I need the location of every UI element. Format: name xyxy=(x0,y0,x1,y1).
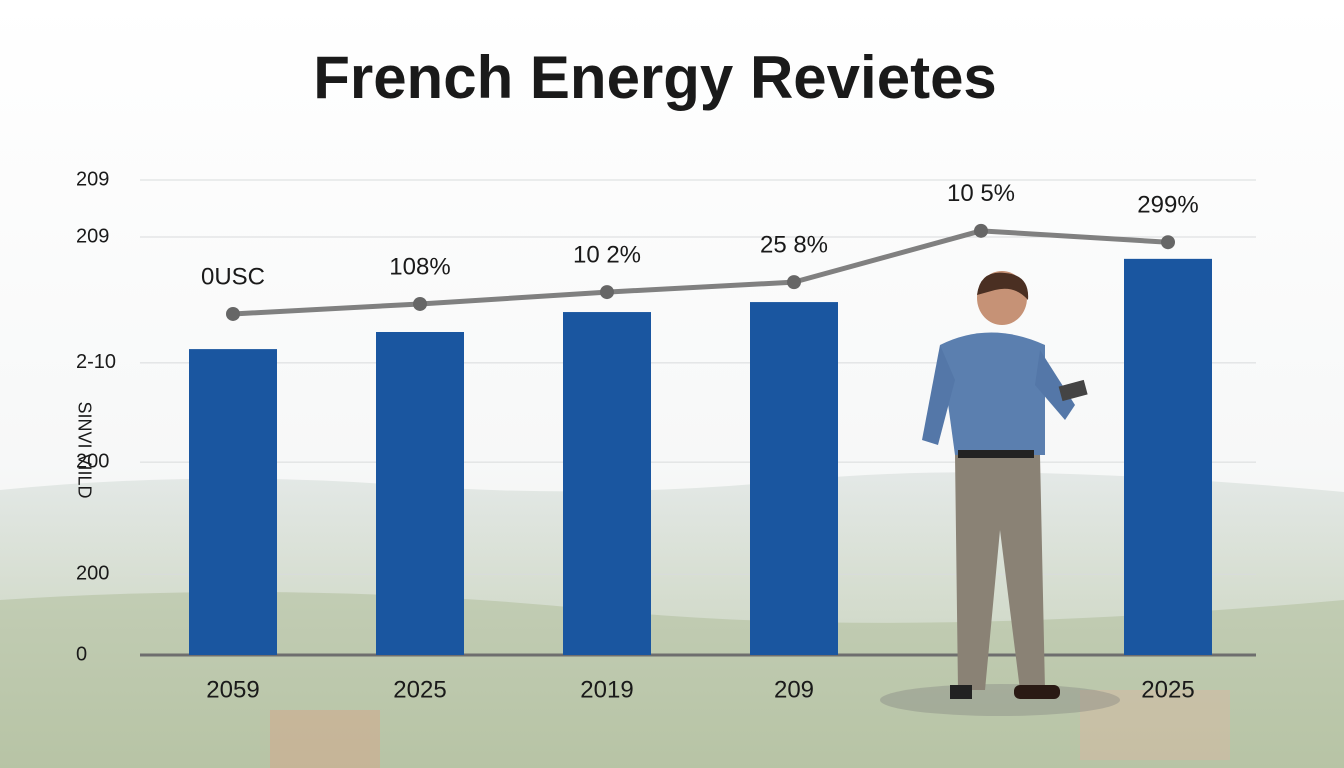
data-label: 10 5% xyxy=(947,180,1015,207)
line-point xyxy=(226,306,240,321)
y-axis-label: SINVI VIILD xyxy=(74,401,94,498)
x-tick-label: 2019 xyxy=(580,676,633,703)
bar xyxy=(376,332,464,655)
person xyxy=(880,271,1120,716)
y-tick-label: 0 xyxy=(76,643,87,665)
y-tick-label: 2-10 xyxy=(76,351,116,373)
line-point xyxy=(600,285,614,300)
x-tick-label: 209 xyxy=(774,676,814,703)
bar xyxy=(189,349,277,655)
data-label: 0USC xyxy=(201,263,265,290)
bar xyxy=(1124,258,1212,655)
y-tick-label: 200 xyxy=(76,450,109,472)
line-point xyxy=(974,223,988,238)
line-point xyxy=(413,296,427,311)
bar xyxy=(563,312,651,655)
line-point xyxy=(787,275,801,290)
chart-title: French Energy Revietes xyxy=(313,44,997,111)
data-label: 108% xyxy=(389,253,450,280)
x-tick-label: 2025 xyxy=(1141,676,1194,703)
data-label: 25 8% xyxy=(760,231,828,258)
plot: 0 200 200 2-10 209 209 2059 2025 2019 209 2025 0USC… xyxy=(76,168,1256,703)
bar xyxy=(750,302,838,655)
y-tick-label: 209 xyxy=(76,168,109,190)
line-point xyxy=(1161,235,1175,250)
line xyxy=(232,228,1169,317)
y-tick-label: 200 xyxy=(76,563,109,585)
data-label: 10 2% xyxy=(573,241,641,268)
x-tick-label: 2059 xyxy=(206,676,259,703)
y-tick-label: 209 xyxy=(76,225,109,247)
data-label: 299% xyxy=(1137,192,1198,219)
x-tick-label: 2025 xyxy=(393,676,446,703)
